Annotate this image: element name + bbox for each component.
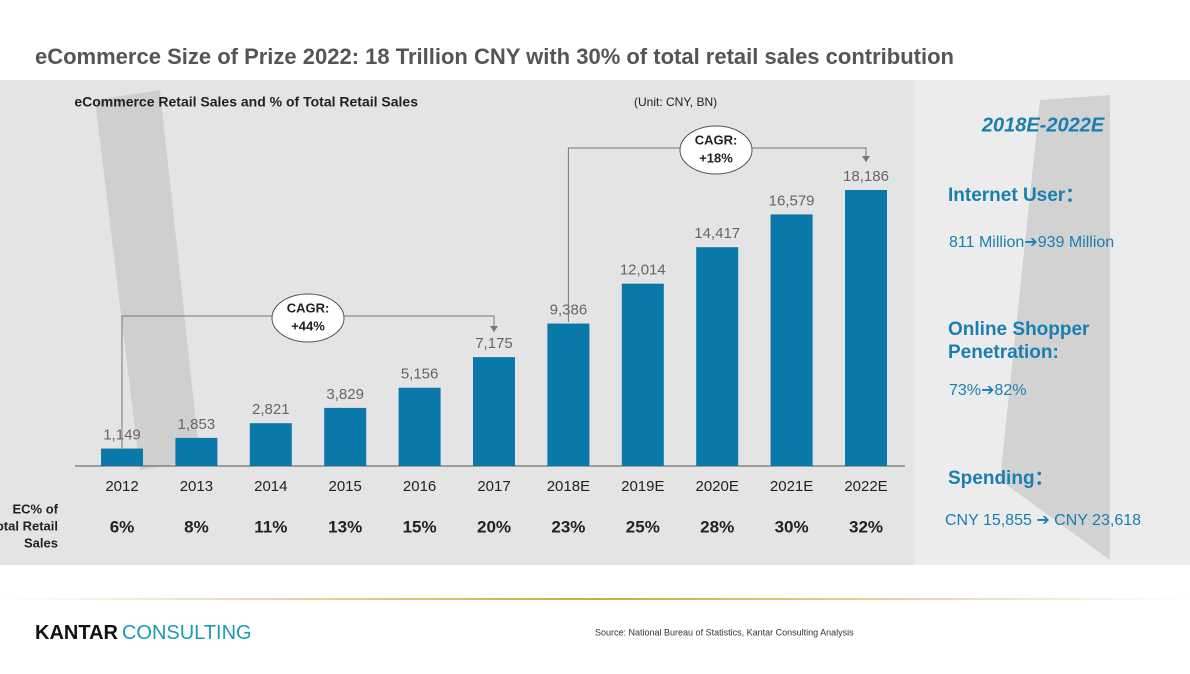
side-text: 811 Million➔939 Million [949, 234, 1114, 251]
x-tick-label: 2021E [770, 478, 813, 495]
share-label: 30% [775, 517, 809, 536]
x-tick-label: 2015 [329, 478, 362, 495]
bar [101, 448, 143, 466]
slide-title: eCommerce Size of Prize 2022: 18 Trillio… [35, 44, 954, 69]
chart-title: eCommerce Retail Sales and % of Total Re… [74, 94, 418, 110]
value-label: 16,579 [769, 192, 815, 209]
bar [845, 190, 887, 466]
share-label: 13% [328, 517, 362, 536]
x-tick-label: 2018E [547, 478, 590, 495]
value-label: 14,417 [694, 225, 740, 242]
bar [473, 357, 515, 466]
source: Source: National Bureau of Statistics, K… [595, 627, 854, 637]
cagr-arrowhead [490, 326, 498, 332]
brand-name: KANTAR [35, 622, 119, 644]
x-tick-label: 2019E [621, 478, 664, 495]
side-period: 2018E-2022E [981, 114, 1105, 136]
side-heading: Online Shopper [948, 319, 1090, 340]
brand-suffix: CONSULTING [122, 622, 252, 644]
value-label: 3,829 [326, 386, 364, 403]
bar [324, 407, 367, 466]
x-tick-label: 2016 [403, 478, 436, 495]
cagr-text: +44% [291, 318, 325, 333]
side-heading: Spending： [948, 468, 1054, 489]
bar [547, 323, 590, 466]
bar [770, 214, 813, 466]
side-text: 73%➔82% [949, 382, 1026, 399]
x-tick-label: 2022E [844, 478, 887, 495]
share-label: 8% [184, 517, 209, 536]
share-label: 15% [403, 517, 437, 536]
bar [249, 423, 292, 466]
side-heading: Internet User： [948, 185, 1084, 206]
row-label: Total Retail [0, 518, 58, 533]
value-label: 1,853 [178, 416, 216, 433]
share-label: 11% [254, 517, 287, 536]
value-label: 5,156 [401, 366, 439, 383]
share-label: 20% [477, 517, 511, 536]
bar [175, 437, 218, 466]
cagr-text: +18% [699, 150, 733, 165]
value-label: 7,175 [475, 335, 513, 352]
x-tick-label: 2014 [254, 478, 287, 495]
x-tick-label: 2013 [180, 478, 213, 495]
brand: KANTAR CONSULTING [35, 622, 252, 644]
cagr-bubble [679, 125, 753, 175]
share-label: 23% [551, 517, 585, 536]
x-tick-label: 2017 [477, 478, 510, 495]
cagr-text: CAGR: [695, 132, 738, 147]
cagr-bubble [271, 293, 345, 343]
footer-rule [0, 598, 1190, 600]
monitor-shape [1000, 95, 1110, 560]
monitor-shape [95, 90, 200, 470]
bar [696, 247, 739, 466]
side-text: CNY 15,855 ➔ CNY 23,618 [945, 512, 1141, 529]
bar [398, 387, 441, 466]
value-label: 18,186 [843, 168, 889, 185]
row-label: Sales [24, 535, 58, 550]
share-label: 28% [700, 517, 734, 536]
value-label: 2,821 [252, 401, 290, 418]
share-label: 25% [626, 517, 660, 536]
cagr-text: CAGR: [287, 300, 330, 315]
row-label: EC% of [13, 501, 59, 516]
x-tick-label: 2012 [105, 478, 138, 495]
x-tick-label: 2020E [696, 478, 739, 495]
cagr-arrowhead [862, 156, 870, 162]
value-label: 12,014 [620, 262, 666, 279]
share-label: 32% [849, 517, 883, 536]
chart-subtitle: (Unit: CNY, BN) [634, 95, 717, 109]
share-label: 6% [110, 517, 135, 536]
bar [621, 283, 664, 466]
side-heading: Penetration: [948, 342, 1059, 363]
